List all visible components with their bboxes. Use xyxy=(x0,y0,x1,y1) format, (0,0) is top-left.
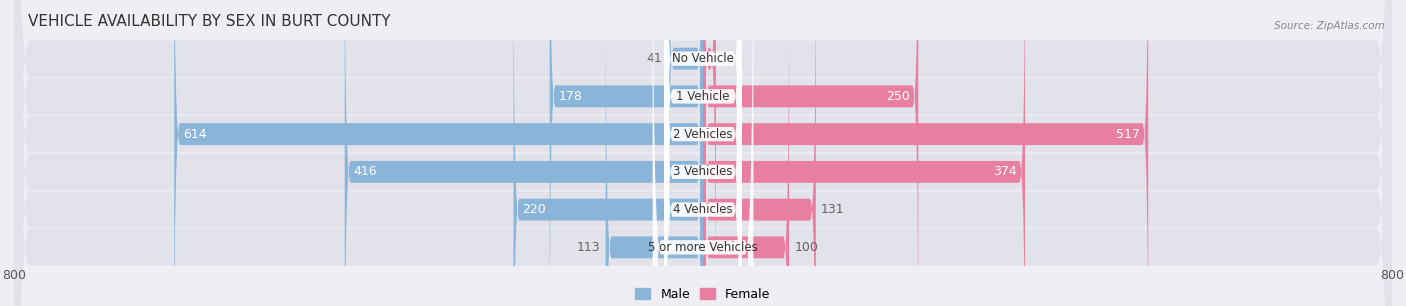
Text: 131: 131 xyxy=(821,203,845,216)
FancyBboxPatch shape xyxy=(174,0,703,306)
Text: Source: ZipAtlas.com: Source: ZipAtlas.com xyxy=(1274,21,1385,32)
FancyBboxPatch shape xyxy=(14,0,1392,306)
Text: No Vehicle: No Vehicle xyxy=(672,52,734,65)
FancyBboxPatch shape xyxy=(703,0,918,306)
FancyBboxPatch shape xyxy=(550,0,703,306)
FancyBboxPatch shape xyxy=(513,0,703,306)
FancyBboxPatch shape xyxy=(664,0,742,306)
FancyBboxPatch shape xyxy=(664,0,742,306)
FancyBboxPatch shape xyxy=(703,0,716,306)
Text: 41: 41 xyxy=(647,52,662,65)
FancyBboxPatch shape xyxy=(652,0,754,306)
Legend: Male, Female: Male, Female xyxy=(636,288,770,301)
FancyBboxPatch shape xyxy=(664,0,742,306)
FancyBboxPatch shape xyxy=(14,0,1392,306)
FancyBboxPatch shape xyxy=(703,0,789,306)
Text: 1 Vehicle: 1 Vehicle xyxy=(676,90,730,103)
Text: 3 Vehicles: 3 Vehicles xyxy=(673,165,733,178)
FancyBboxPatch shape xyxy=(14,0,1392,306)
FancyBboxPatch shape xyxy=(703,0,1149,306)
Text: VEHICLE AVAILABILITY BY SEX IN BURT COUNTY: VEHICLE AVAILABILITY BY SEX IN BURT COUN… xyxy=(28,14,391,29)
FancyBboxPatch shape xyxy=(668,0,703,306)
Text: 178: 178 xyxy=(558,90,582,103)
Text: 5 or more Vehicles: 5 or more Vehicles xyxy=(648,241,758,254)
Text: 517: 517 xyxy=(1116,128,1140,141)
Text: 2 Vehicles: 2 Vehicles xyxy=(673,128,733,141)
FancyBboxPatch shape xyxy=(606,0,703,306)
Text: 614: 614 xyxy=(183,128,207,141)
FancyBboxPatch shape xyxy=(664,0,742,306)
Text: 250: 250 xyxy=(886,90,910,103)
FancyBboxPatch shape xyxy=(14,0,1392,306)
Text: 113: 113 xyxy=(576,241,600,254)
FancyBboxPatch shape xyxy=(664,0,742,306)
FancyBboxPatch shape xyxy=(703,0,1025,306)
Text: 416: 416 xyxy=(353,165,377,178)
Text: 15: 15 xyxy=(721,52,737,65)
FancyBboxPatch shape xyxy=(14,0,1392,306)
Text: 4 Vehicles: 4 Vehicles xyxy=(673,203,733,216)
Text: 220: 220 xyxy=(522,203,546,216)
FancyBboxPatch shape xyxy=(344,0,703,306)
FancyBboxPatch shape xyxy=(703,0,815,306)
FancyBboxPatch shape xyxy=(14,0,1392,306)
Text: 100: 100 xyxy=(794,241,818,254)
Text: 374: 374 xyxy=(993,165,1017,178)
